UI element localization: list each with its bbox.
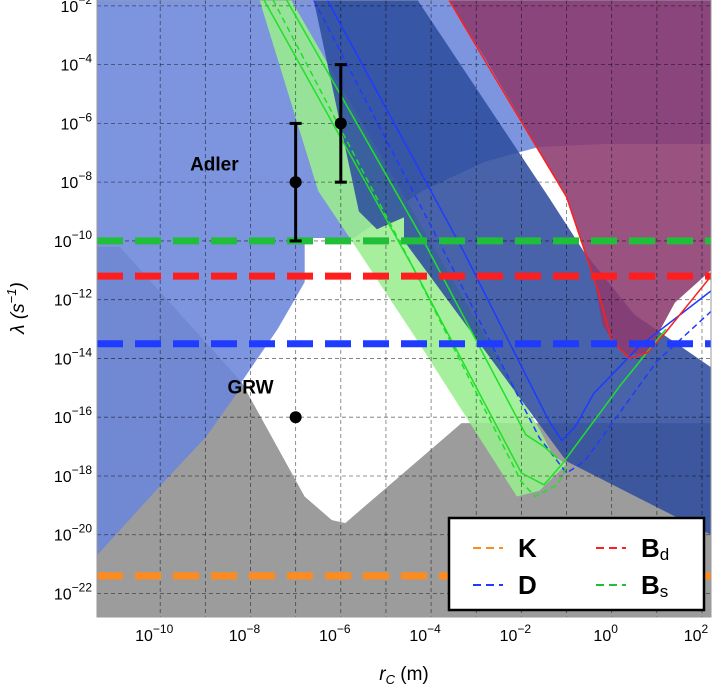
y-tick-label: 10−20: [54, 522, 92, 545]
point-adler: [289, 176, 302, 189]
y-tick-label: 10−8: [61, 169, 93, 192]
label-grw: GRW: [227, 378, 273, 399]
legend-label-bs: Bs: [641, 570, 668, 601]
label-adler: Adler: [190, 154, 239, 175]
x-tick-label: 10−10: [135, 622, 173, 645]
point-grw: [289, 411, 302, 424]
x-tick-label: 10−6: [319, 622, 351, 645]
plot-frame: [96, 0, 712, 618]
x-tick-label: 10−8: [229, 622, 261, 645]
y-tick-label: 10−22: [54, 580, 92, 603]
legend-box: [447, 516, 706, 612]
curve-blue-dashed: [313, 0, 711, 475]
region-magenta-excluded: [300, 0, 711, 356]
point-adler: [334, 117, 347, 130]
y-tick-label: 10−12: [54, 287, 92, 310]
curve-green-solid-1: [285, 0, 558, 459]
legend: K D Bd Bs: [447, 516, 706, 612]
x-tick-label: 10−4: [409, 622, 441, 645]
bound-curves: [263, 0, 711, 498]
y-tick-label: 10−16: [54, 404, 92, 427]
x-tick-label: 100: [593, 622, 618, 645]
y-axis-title: λ (s−1): [4, 282, 29, 335]
y-tick-label: 10−10: [54, 228, 92, 251]
y-tick-label: 10−14: [54, 345, 92, 368]
annotations: Adler GRW: [190, 63, 347, 424]
y-tick-label: 10−18: [54, 463, 92, 486]
x-tick-label: 102: [684, 622, 709, 645]
x-axis-ticks: 10−10 10−8 10−6 10−4 10−2 100 102: [135, 622, 708, 645]
x-tick-label: 10−2: [500, 622, 532, 645]
legend-label-bd: Bd: [641, 533, 669, 564]
x-axis-title: rC (m): [379, 664, 428, 687]
y-axis-ticks: 10−22 10−20 10−18 10−16 10−14 10−12 10−10 10−8 1…: [54, 0, 92, 603]
y-tick-label: 10−4: [61, 52, 93, 75]
legend-label-k: K: [518, 533, 537, 563]
y-tick-label: 10−2: [61, 0, 93, 16]
y-tick-label: 10−6: [61, 110, 93, 133]
curve-green-dashed: [272, 0, 568, 498]
legend-label-d: D: [518, 570, 537, 600]
